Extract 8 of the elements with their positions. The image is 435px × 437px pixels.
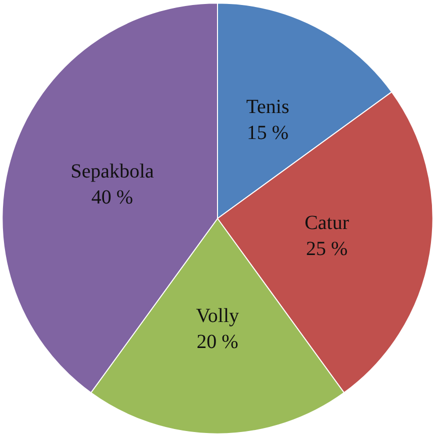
slice-label: Sepakbola [70,160,154,182]
slice-label: Volly [196,305,239,328]
data-label: 15 % [246,122,289,144]
data-label: 20 % [196,331,238,354]
slice-label: Tenis [246,96,290,118]
data-label: 40 % [91,186,134,208]
data-label: 25 % [306,238,348,260]
slice-label: Catur [304,212,350,234]
